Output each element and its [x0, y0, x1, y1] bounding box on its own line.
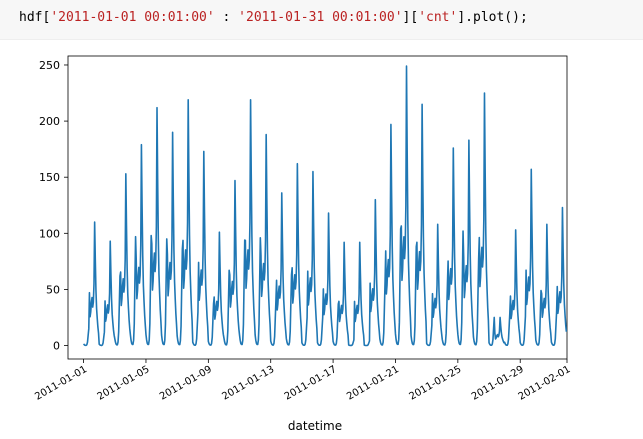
code-cell[interactable]: hdf['2011-01-01 00:01:00' : '2011-01-31 …	[0, 0, 643, 40]
x-tick-label: 2011-01-29	[470, 364, 526, 403]
code-start-string: '2011-01-01 00:01:00'	[50, 10, 215, 25]
code-prefix: hdf[	[19, 10, 51, 25]
y-axis: 0 50 100 150 200 250	[39, 59, 68, 353]
x-axis: 2011-01-01 2011-01-05 2011-01-09 2011-01-13…	[33, 359, 573, 403]
x-tick-label: 2011-01-09	[158, 364, 214, 403]
y-tick-label: 250	[39, 59, 60, 72]
code-suffix: ].plot();	[457, 10, 528, 25]
code-line[interactable]: hdf['2011-01-01 00:01:00' : '2011-01-31 …	[19, 10, 528, 25]
x-tick-label: 2011-01-13	[220, 364, 276, 403]
code-separator: :	[214, 10, 239, 25]
x-tick-label: 2011-01-01	[33, 364, 89, 403]
code-column-string: 'cnt'	[418, 10, 458, 25]
x-tick-label: 2011-01-25	[408, 364, 464, 403]
code-middle: ][	[402, 10, 419, 25]
y-tick-label: 50	[46, 283, 60, 296]
x-tick-label: 2011-01-21	[345, 364, 401, 403]
y-tick-label: 200	[39, 115, 60, 128]
plot-area: 0 50 100 150 200 250 2011-01-01 2011-01-05 2011…	[0, 40, 643, 435]
x-tick-label: 2011-01-05	[96, 364, 152, 403]
series-line-cnt	[82, 65, 568, 347]
y-tick-label: 100	[39, 227, 60, 240]
y-tick-label: 150	[39, 171, 60, 184]
axes-frame	[67, 55, 568, 360]
x-tick-label: 2011-01-17	[283, 364, 339, 403]
y-tick-label: 0	[53, 340, 60, 353]
x-tick-label: 2011-02-01	[517, 364, 573, 403]
code-end-string: '2011-01-31 00:01:00'	[238, 10, 403, 25]
x-axis-label: datetime	[288, 419, 342, 433]
